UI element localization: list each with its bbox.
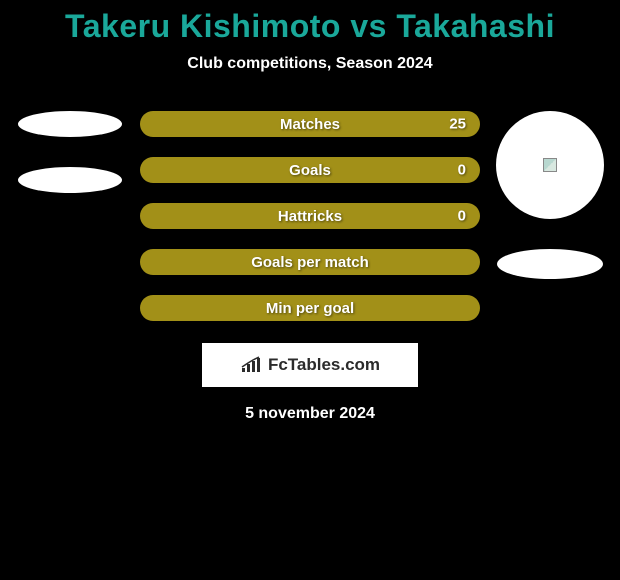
left-player-column xyxy=(0,111,140,223)
stat-value: 25 xyxy=(449,116,466,133)
stat-label: Hattricks xyxy=(278,208,342,225)
stat-value: 0 xyxy=(458,208,466,225)
stat-bars: Matches 25 Goals 0 Hattricks 0 Goals per… xyxy=(140,111,480,321)
footer-date: 5 november 2024 xyxy=(0,405,620,423)
stat-bar-goals: Goals 0 xyxy=(140,157,480,183)
player-left-shape-1 xyxy=(18,111,122,137)
player-right-shape xyxy=(497,249,603,279)
player-left-shape-2 xyxy=(18,167,122,193)
stat-bar-matches: Matches 25 xyxy=(140,111,480,137)
brand-chart-icon xyxy=(240,356,262,374)
stat-bar-goals-per-match: Goals per match xyxy=(140,249,480,275)
image-placeholder-icon xyxy=(543,158,557,172)
right-player-column xyxy=(480,111,620,279)
stats-area: Matches 25 Goals 0 Hattricks 0 Goals per… xyxy=(0,111,620,423)
stat-label: Min per goal xyxy=(266,300,354,317)
stat-label: Goals xyxy=(289,162,331,179)
player-right-avatar xyxy=(496,111,604,219)
stat-label: Matches xyxy=(280,116,340,133)
stat-label: Goals per match xyxy=(251,254,369,271)
comparison-card: Takeru Kishimoto vs Takahashi Club compe… xyxy=(0,0,620,423)
brand-watermark: FcTables.com xyxy=(202,343,418,387)
stat-value: 0 xyxy=(458,162,466,179)
subtitle: Club competitions, Season 2024 xyxy=(0,55,620,73)
stat-bar-min-per-goal: Min per goal xyxy=(140,295,480,321)
brand-text: FcTables.com xyxy=(268,355,380,375)
stat-bar-hattricks: Hattricks 0 xyxy=(140,203,480,229)
page-title: Takeru Kishimoto vs Takahashi xyxy=(0,8,620,45)
